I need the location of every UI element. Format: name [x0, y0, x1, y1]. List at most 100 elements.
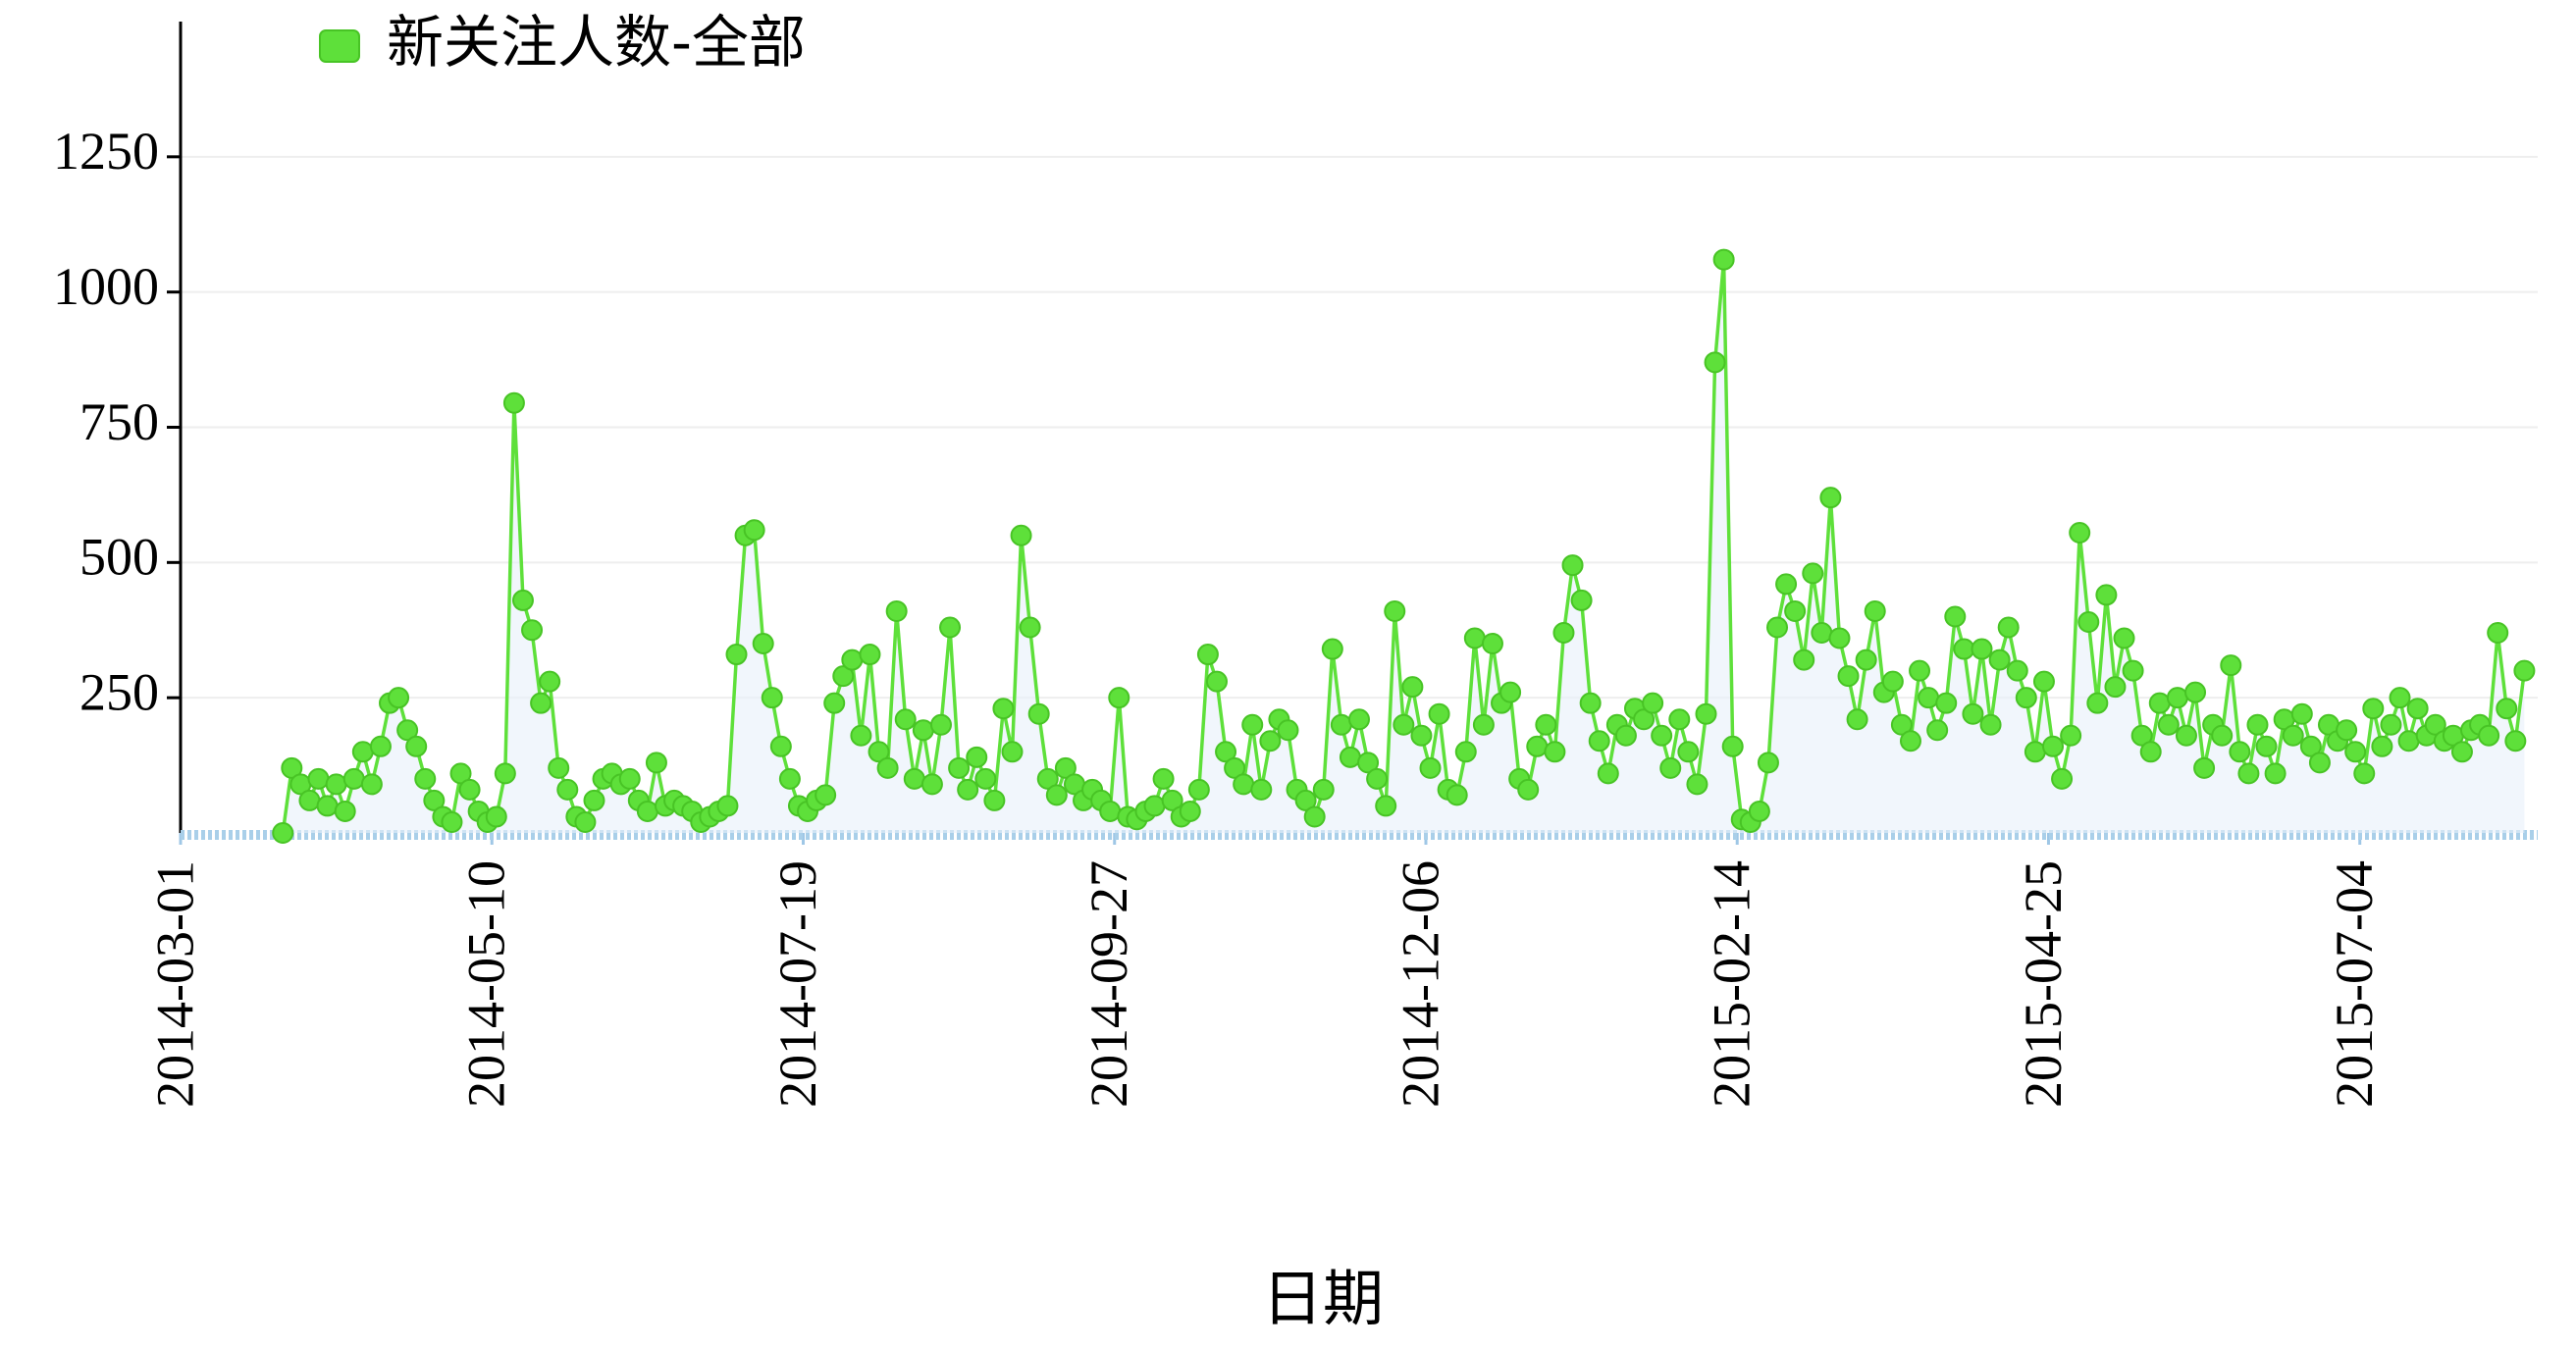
data-point — [1526, 735, 1549, 757]
data-point — [1953, 638, 1975, 660]
data-point — [2130, 724, 2153, 747]
data-point — [1748, 800, 1770, 822]
data-point — [272, 822, 294, 844]
data-point — [1552, 622, 1575, 645]
data-point — [2255, 735, 2278, 757]
data-point — [2139, 741, 2162, 763]
data-point — [556, 778, 579, 801]
x-tick-label: 2015-04-25 — [2014, 860, 2073, 1108]
data-point — [894, 708, 917, 731]
data-point — [2113, 627, 2135, 649]
data-point — [1570, 589, 1593, 611]
data-point — [2389, 687, 2411, 709]
data-point — [360, 773, 383, 796]
data-point — [1828, 627, 1851, 649]
y-tick-label: 250 — [79, 663, 159, 722]
data-point — [992, 698, 1015, 720]
data-point — [1659, 756, 1682, 779]
data-point — [1757, 752, 1779, 774]
data-point — [1205, 670, 1228, 693]
data-point — [2336, 719, 2358, 742]
data-point — [2424, 713, 2446, 736]
x-axis-title: 日期 — [1262, 1267, 1384, 1333]
data-point — [2220, 654, 2242, 677]
data-point — [1988, 649, 2011, 671]
data-point — [388, 687, 410, 709]
data-point — [2406, 698, 2429, 720]
data-point — [1481, 633, 1503, 655]
data-point — [1419, 756, 1442, 779]
data-point — [867, 741, 890, 763]
data-point — [485, 805, 507, 828]
data-point — [2496, 698, 2518, 720]
data-point — [1597, 762, 1619, 785]
data-point — [752, 633, 774, 655]
data-point — [2380, 713, 2402, 736]
data-point — [502, 391, 525, 414]
data-point — [1499, 681, 1522, 703]
data-point — [859, 644, 881, 666]
data-point — [1384, 599, 1406, 622]
data-point — [307, 767, 330, 790]
data-point — [530, 692, 552, 714]
data-point — [2504, 730, 2527, 752]
data-point — [1935, 692, 1958, 714]
data-point — [1233, 773, 1255, 796]
data-point — [1294, 789, 1317, 811]
data-point — [1793, 649, 1815, 671]
data-point — [716, 795, 739, 817]
data-point — [1971, 638, 1993, 660]
data-point — [1944, 605, 1967, 628]
data-point — [1001, 741, 1024, 763]
data-point — [1642, 692, 1664, 714]
data-point — [1224, 756, 1246, 779]
data-point — [423, 789, 446, 811]
data-point — [903, 767, 925, 790]
data-point — [815, 784, 837, 806]
data-point — [2450, 741, 2473, 763]
data-point — [511, 589, 534, 611]
area — [283, 259, 2525, 834]
x-tick-label: 2014-07-19 — [768, 860, 827, 1108]
data-point — [2024, 741, 2046, 763]
data-point — [1811, 622, 1833, 645]
data-point — [1366, 767, 1389, 790]
data-point — [778, 767, 801, 790]
data-point — [2299, 735, 2322, 757]
data-point — [1517, 778, 1540, 801]
x-tick-label: 2015-07-04 — [2325, 860, 2384, 1108]
data-point — [2478, 724, 2500, 747]
data-point — [974, 767, 997, 790]
data-point — [1918, 687, 1940, 709]
legend-label: 新关注人数-全部 — [387, 9, 806, 76]
data-point — [2042, 735, 2065, 757]
data-point — [334, 800, 356, 822]
data-point — [2282, 724, 2304, 747]
data-point — [832, 665, 855, 688]
data-point — [1277, 719, 1299, 742]
data-point — [1881, 670, 1904, 693]
data-point — [1544, 741, 1566, 763]
data-point — [1215, 741, 1237, 763]
data-point — [1819, 487, 1842, 509]
data-point — [548, 756, 570, 779]
data-point — [1668, 708, 1691, 731]
data-point — [1926, 719, 1949, 742]
x-tick-label: 2014-12-06 — [1391, 860, 1449, 1108]
data-point — [2060, 724, 2082, 747]
data-point — [2211, 724, 2234, 747]
data-point — [1312, 778, 1335, 801]
data-point — [850, 724, 872, 747]
data-point — [2397, 730, 2420, 752]
data-point — [1250, 778, 1273, 801]
data-point — [2264, 762, 2287, 785]
data-point — [1330, 713, 1352, 736]
data-point — [1410, 724, 1433, 747]
data-point — [2487, 622, 2509, 645]
data-point — [876, 756, 899, 779]
data-point — [1027, 702, 1050, 725]
data-point — [316, 795, 339, 817]
data-point — [1196, 644, 1219, 666]
data-point — [1454, 741, 1477, 763]
data-point — [841, 649, 864, 671]
